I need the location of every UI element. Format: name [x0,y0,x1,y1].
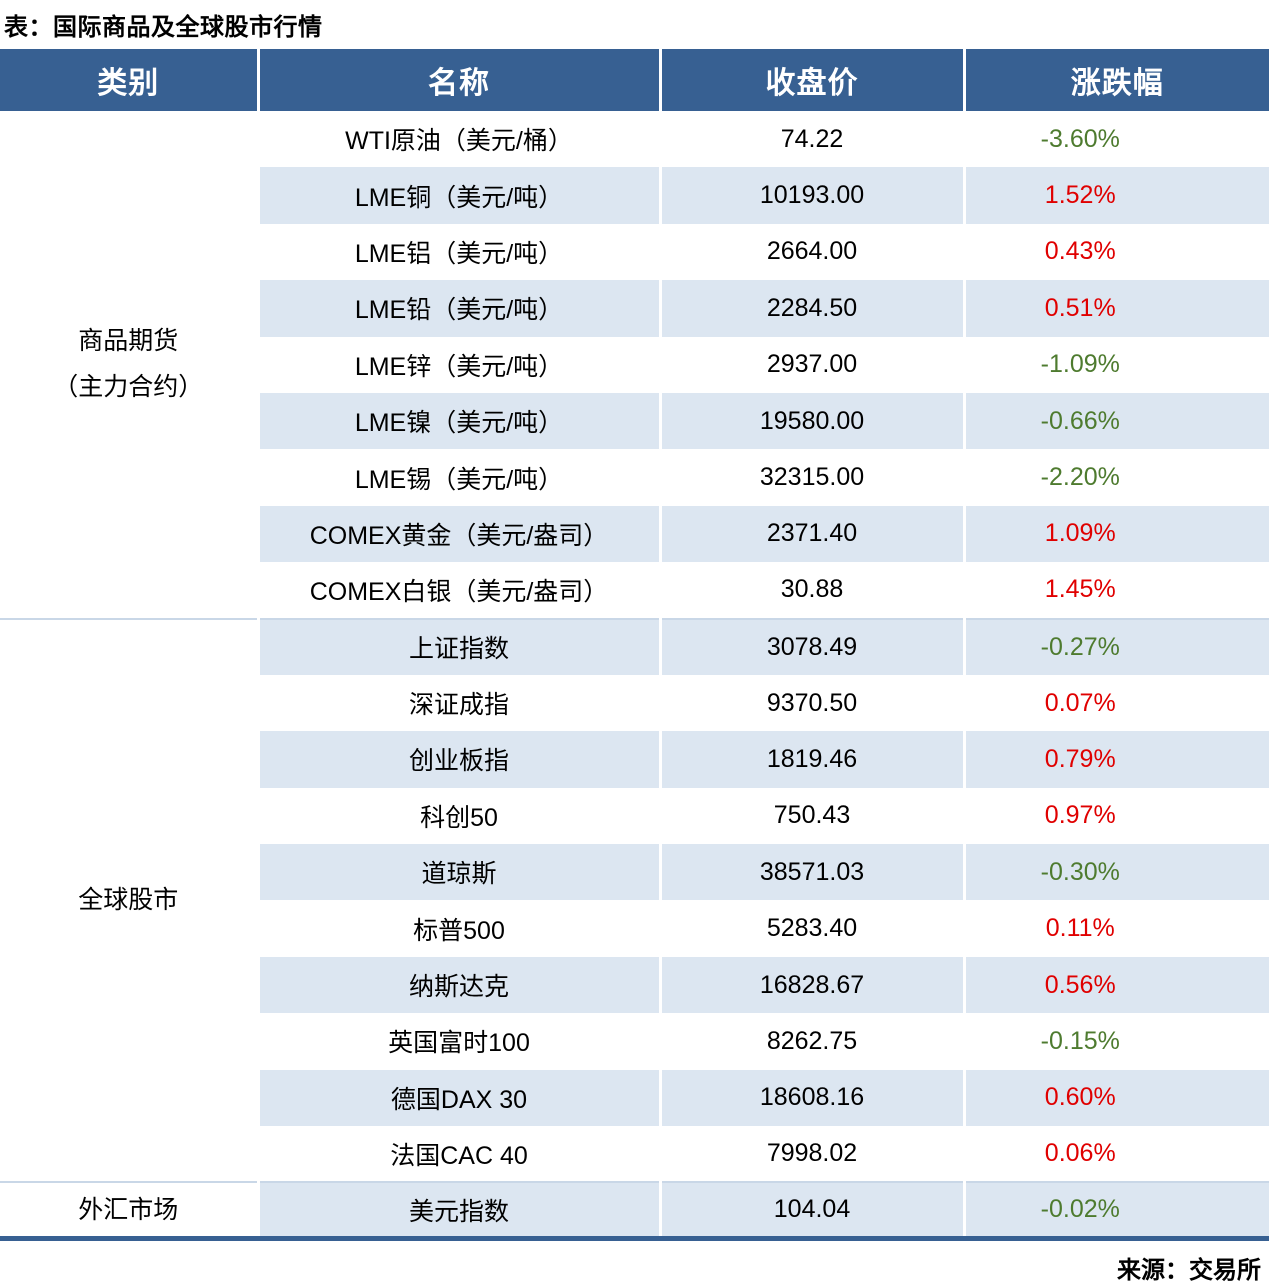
name-cell: COMEX白银（美元/盎司） [258,562,662,619]
change-cell: -3.60% [964,111,1269,168]
change-cell: 0.07% [964,674,1269,732]
table-row: 道琼斯 38571.03 -0.30% [0,844,1269,901]
close-cell: 2284.50 [660,280,966,337]
category-cell-global-stocks: 全球股市 [0,617,260,1183]
change-cell: 0.43% [964,223,1269,281]
table-row: 科创50 750.43 0.97% [0,787,1269,845]
change-cell: -2.20% [964,449,1269,506]
close-cell: 9370.50 [660,674,966,732]
name-cell: LME镍（美元/吨） [258,392,662,450]
close-cell: 2371.40 [660,505,966,563]
close-cell: 104.04 [660,1181,966,1239]
change-cell: 1.45% [964,562,1269,619]
name-cell: LME锡（美元/吨） [258,449,662,506]
name-cell: 上证指数 [258,617,662,675]
change-cell: -0.30% [964,844,1269,901]
table-row: LME铅（美元/吨） 2284.50 0.51% [0,280,1269,337]
name-cell: 法国CAC 40 [258,1126,662,1183]
change-cell: 0.51% [964,280,1269,337]
change-cell: 0.11% [964,900,1269,957]
table-row: 全球股市 上证指数 3078.49 -0.27% [0,617,1269,1183]
close-cell: 2664.00 [660,223,966,281]
source-note: 来源：交易所 [1117,1257,1261,1285]
close-cell: 74.22 [660,111,966,168]
table-row: 法国CAC 40 7998.02 0.06% [0,1126,1269,1183]
name-cell: 创业板指 [258,731,662,788]
close-cell: 16828.67 [660,956,966,1014]
name-cell: 德国DAX 30 [258,1069,662,1127]
table-row: 德国DAX 30 18608.16 0.60% [0,1069,1269,1127]
close-cell: 1819.46 [660,731,966,788]
change-cell: 0.60% [964,1069,1269,1127]
category-label-line1: 商品期货 [78,327,179,356]
name-cell: COMEX黄金（美元/盎司） [258,505,662,563]
table-row: LME锡（美元/吨） 32315.00 -2.20% [0,449,1269,506]
name-cell: 纳斯达克 [258,956,662,1014]
quotes-table: 类别 名称 收盘价 涨跌幅 商品期货 （主力合约） WTI原油（美元/桶） 74… [0,49,1269,1242]
close-cell: 5283.40 [660,900,966,957]
name-cell: LME铜（美元/吨） [258,167,662,224]
change-cell: 1.09% [964,505,1269,563]
change-cell: 0.97% [964,787,1269,845]
table-row: COMEX白银（美元/盎司） 30.88 1.45% [0,562,1269,619]
close-cell: 3078.49 [660,617,966,675]
header-cell-category: 类别 [0,49,260,111]
header-row: 类别 名称 收盘价 涨跌幅 [0,49,1269,111]
name-cell: 英国富时100 [258,1013,662,1070]
header-cell-close: 收盘价 [660,49,966,111]
change-cell: -1.09% [964,336,1269,393]
close-cell: 19580.00 [660,392,966,450]
change-cell: 0.06% [964,1126,1269,1183]
close-cell: 18608.16 [660,1069,966,1127]
name-cell: 标普500 [258,900,662,957]
table-row: LME铝（美元/吨） 2664.00 0.43% [0,223,1269,281]
table-row: LME铜（美元/吨） 10193.00 1.52% [0,167,1269,224]
table-row: 深证成指 9370.50 0.07% [0,674,1269,732]
change-cell: -0.15% [964,1013,1269,1070]
name-cell: 美元指数 [258,1181,662,1239]
table-row: 商品期货 （主力合约） WTI原油（美元/桶） 74.22 -3.60% [0,111,1269,619]
page-title: 表：国际商品及全球股市行情 [4,14,323,41]
name-cell: LME锌（美元/吨） [258,336,662,393]
table-row: 创业板指 1819.46 0.79% [0,731,1269,788]
category-label-line2: （主力合约） [53,373,204,402]
close-cell: 32315.00 [660,449,966,506]
change-cell: -0.66% [964,392,1269,450]
table-row: LME锌（美元/吨） 2937.00 -1.09% [0,336,1269,393]
table-row: 标普500 5283.40 0.11% [0,900,1269,957]
name-cell: 科创50 [258,787,662,845]
name-cell: 深证成指 [258,674,662,732]
close-cell: 7998.02 [660,1126,966,1183]
close-cell: 10193.00 [660,167,966,224]
header-cell-change: 涨跌幅 [964,49,1269,111]
table-row: 外汇市场 美元指数 104.04 -0.02% [0,1181,1269,1239]
name-cell: WTI原油（美元/桶） [258,111,662,168]
header-cell-name: 名称 [258,49,662,111]
table-row: LME镍（美元/吨） 19580.00 -0.66% [0,392,1269,450]
name-cell: 道琼斯 [258,844,662,901]
category-cell-forex: 外汇市场 [0,1181,260,1239]
table-row: COMEX黄金（美元/盎司） 2371.40 1.09% [0,505,1269,563]
change-cell: 1.52% [964,167,1269,224]
change-cell: -0.02% [964,1181,1269,1239]
close-cell: 38571.03 [660,844,966,901]
close-cell: 30.88 [660,562,966,619]
close-cell: 2937.00 [660,336,966,393]
close-cell: 8262.75 [660,1013,966,1070]
table-row: 纳斯达克 16828.67 0.56% [0,956,1269,1014]
change-cell: 0.56% [964,956,1269,1014]
change-cell: -0.27% [964,617,1269,675]
name-cell: LME铝（美元/吨） [258,223,662,281]
close-cell: 750.43 [660,787,966,845]
change-cell: 0.79% [964,731,1269,788]
category-cell-commodities: 商品期货 （主力合约） [0,111,260,619]
name-cell: LME铅（美元/吨） [258,280,662,337]
table-row: 英国富时100 8262.75 -0.15% [0,1013,1269,1070]
